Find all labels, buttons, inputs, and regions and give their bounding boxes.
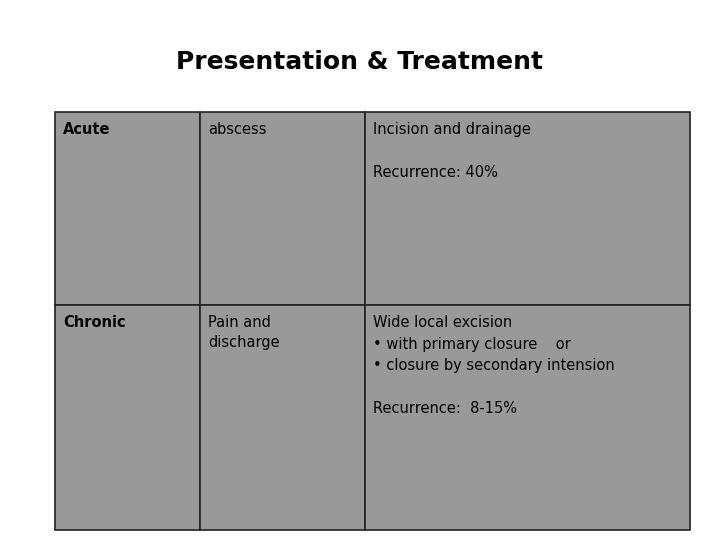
Text: abscess: abscess [208,122,266,137]
Bar [365,112,690,305]
Bar [55,112,200,305]
Text: Chronic: Chronic [63,315,125,330]
Text: Incision and drainage

Recurrence: 40%: Incision and drainage Recurrence: 40% [373,122,531,180]
Bar [200,112,365,305]
Text: Wide local excision
• with primary closure    or
• closure by secondary intensio: Wide local excision • with primary closu… [373,315,615,416]
Bar [200,305,365,530]
Text: Presentation & Treatment: Presentation & Treatment [176,50,544,74]
Bar [55,305,200,530]
Bar [365,305,690,530]
Text: Pain and
discharge: Pain and discharge [208,315,279,350]
Text: Acute: Acute [63,122,110,137]
